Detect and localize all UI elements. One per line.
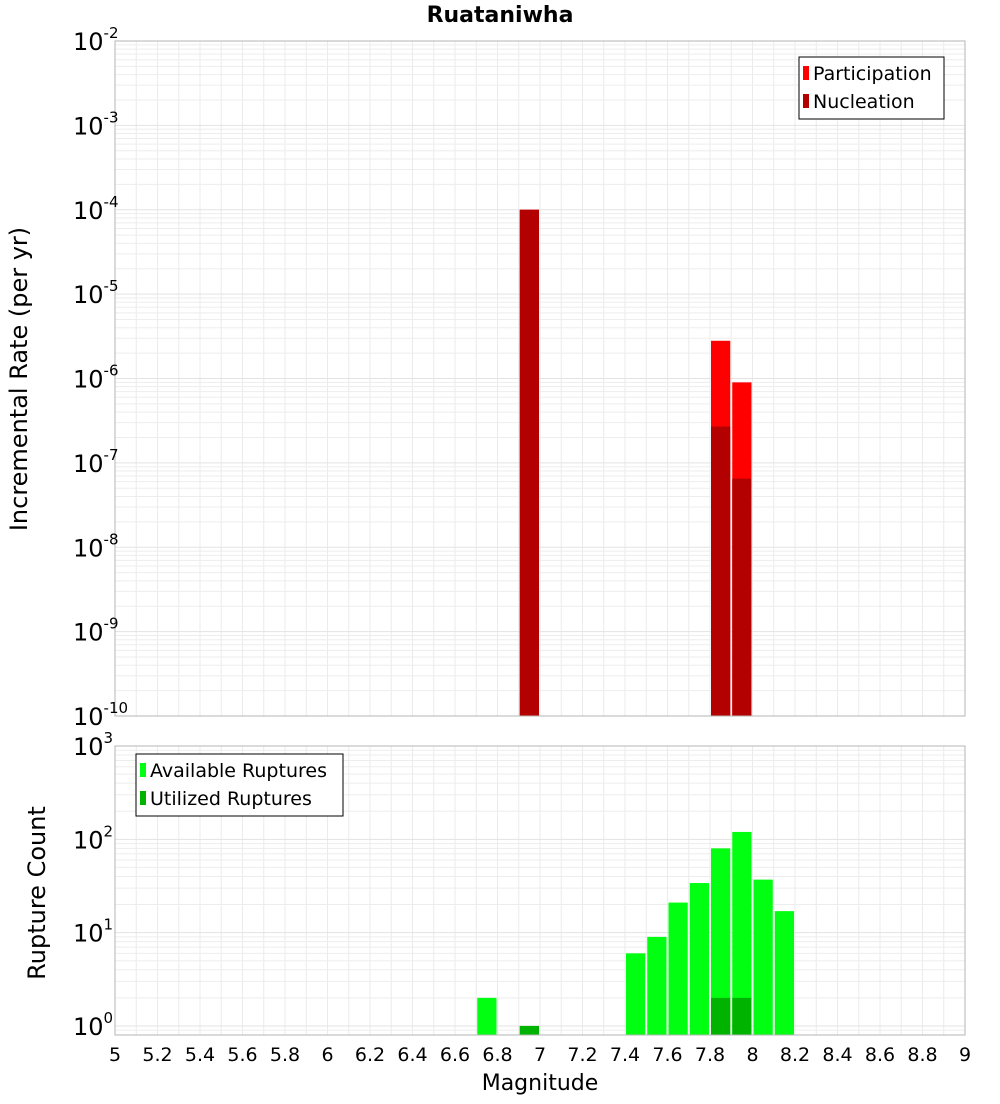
panel-1-frame <box>114 745 966 1036</box>
x-tick-label: 7.4 <box>610 1044 640 1066</box>
x-tick-label: 8.6 <box>865 1044 895 1066</box>
bar-utilized-ruptures <box>519 1025 539 1035</box>
panel-0-frame <box>114 40 966 717</box>
legend-swatch <box>140 763 146 777</box>
x-tick-label: 5.6 <box>227 1044 257 1066</box>
x-tick-label: 8.2 <box>780 1044 810 1066</box>
x-tick-label: 5 <box>109 1044 121 1066</box>
y-tick-label: 100 <box>73 1009 113 1041</box>
panel-1-bars <box>477 831 794 1035</box>
panel-0-legend: Participation Nucleation <box>798 56 945 120</box>
legend-entry: Available Ruptures <box>150 760 327 782</box>
bar-available-ruptures <box>668 902 688 1035</box>
bottom-y-axis-label: Rupture Count <box>23 806 51 980</box>
bar-available-ruptures <box>732 831 752 1035</box>
x-tick-label: 9 <box>959 1044 971 1066</box>
x-tick-label: 7.6 <box>652 1044 682 1066</box>
legend-swatch <box>803 94 809 108</box>
bar-available-ruptures <box>626 953 646 1035</box>
panel-0-bars <box>519 209 752 716</box>
legend-entry: Nucleation <box>813 91 915 113</box>
bar-available-ruptures <box>477 997 497 1035</box>
bar-utilized-ruptures <box>711 997 731 1035</box>
y-tick-label: 10-10 <box>73 699 128 731</box>
y-tick-label: 10-6 <box>73 362 119 394</box>
x-tick-label: 6.4 <box>397 1044 427 1066</box>
x-tick-label: 7.2 <box>567 1044 597 1066</box>
bar-available-ruptures <box>647 936 667 1035</box>
legend-box <box>135 753 344 817</box>
y-tick-label: 102 <box>73 822 113 854</box>
y-tick-label: 10-5 <box>73 277 119 309</box>
y-tick-label: 10-3 <box>73 108 119 140</box>
x-tick-label: 8.8 <box>907 1044 937 1066</box>
y-tick-label: 10-4 <box>73 193 119 225</box>
x-tick-label: 6.8 <box>482 1044 512 1066</box>
bar-nucleation <box>519 209 539 716</box>
x-tick-label: 6.2 <box>355 1044 385 1066</box>
y-tick-label: 10-7 <box>73 446 119 478</box>
x-tick-label: 7.8 <box>695 1044 725 1066</box>
bar-available-ruptures <box>689 883 709 1035</box>
legend-box <box>798 56 945 120</box>
legend-entry: Participation <box>813 63 932 85</box>
x-tick-label: 5.8 <box>270 1044 300 1066</box>
panel-0-grid <box>114 40 966 717</box>
panel-1-legend: Available Ruptures Utilized Ruptures <box>135 753 344 817</box>
x-axis-label: Magnitude <box>482 1071 599 1096</box>
y-tick-label: 10-8 <box>73 530 119 562</box>
x-tick-label: 6 <box>321 1044 333 1066</box>
legend-swatch <box>140 791 146 805</box>
bar-nucleation <box>711 426 731 716</box>
y-tick-label: 103 <box>73 729 113 761</box>
bar-available-ruptures <box>774 911 794 1035</box>
y-tick-label: 10-9 <box>73 615 119 647</box>
y-tick-label: 10-2 <box>73 24 119 56</box>
x-tick-label: 8.4 <box>822 1044 852 1066</box>
x-tick-label: 5.2 <box>142 1044 172 1066</box>
x-tick-label: 7 <box>534 1044 546 1066</box>
bar-available-ruptures <box>711 848 731 1035</box>
top-y-axis-label: Incremental Rate (per yr) <box>5 227 33 531</box>
bar-available-ruptures <box>753 879 773 1035</box>
legend-swatch <box>803 66 809 80</box>
x-tick-label: 5.4 <box>185 1044 215 1066</box>
legend-entry: Utilized Ruptures <box>150 788 312 810</box>
x-tick-label: 8 <box>746 1044 758 1066</box>
bar-utilized-ruptures <box>732 997 752 1035</box>
y-tick-label: 101 <box>73 916 113 948</box>
x-tick-label: 6.6 <box>440 1044 470 1066</box>
bar-nucleation <box>732 478 752 716</box>
chart-title: Ruataniwha <box>427 3 574 28</box>
